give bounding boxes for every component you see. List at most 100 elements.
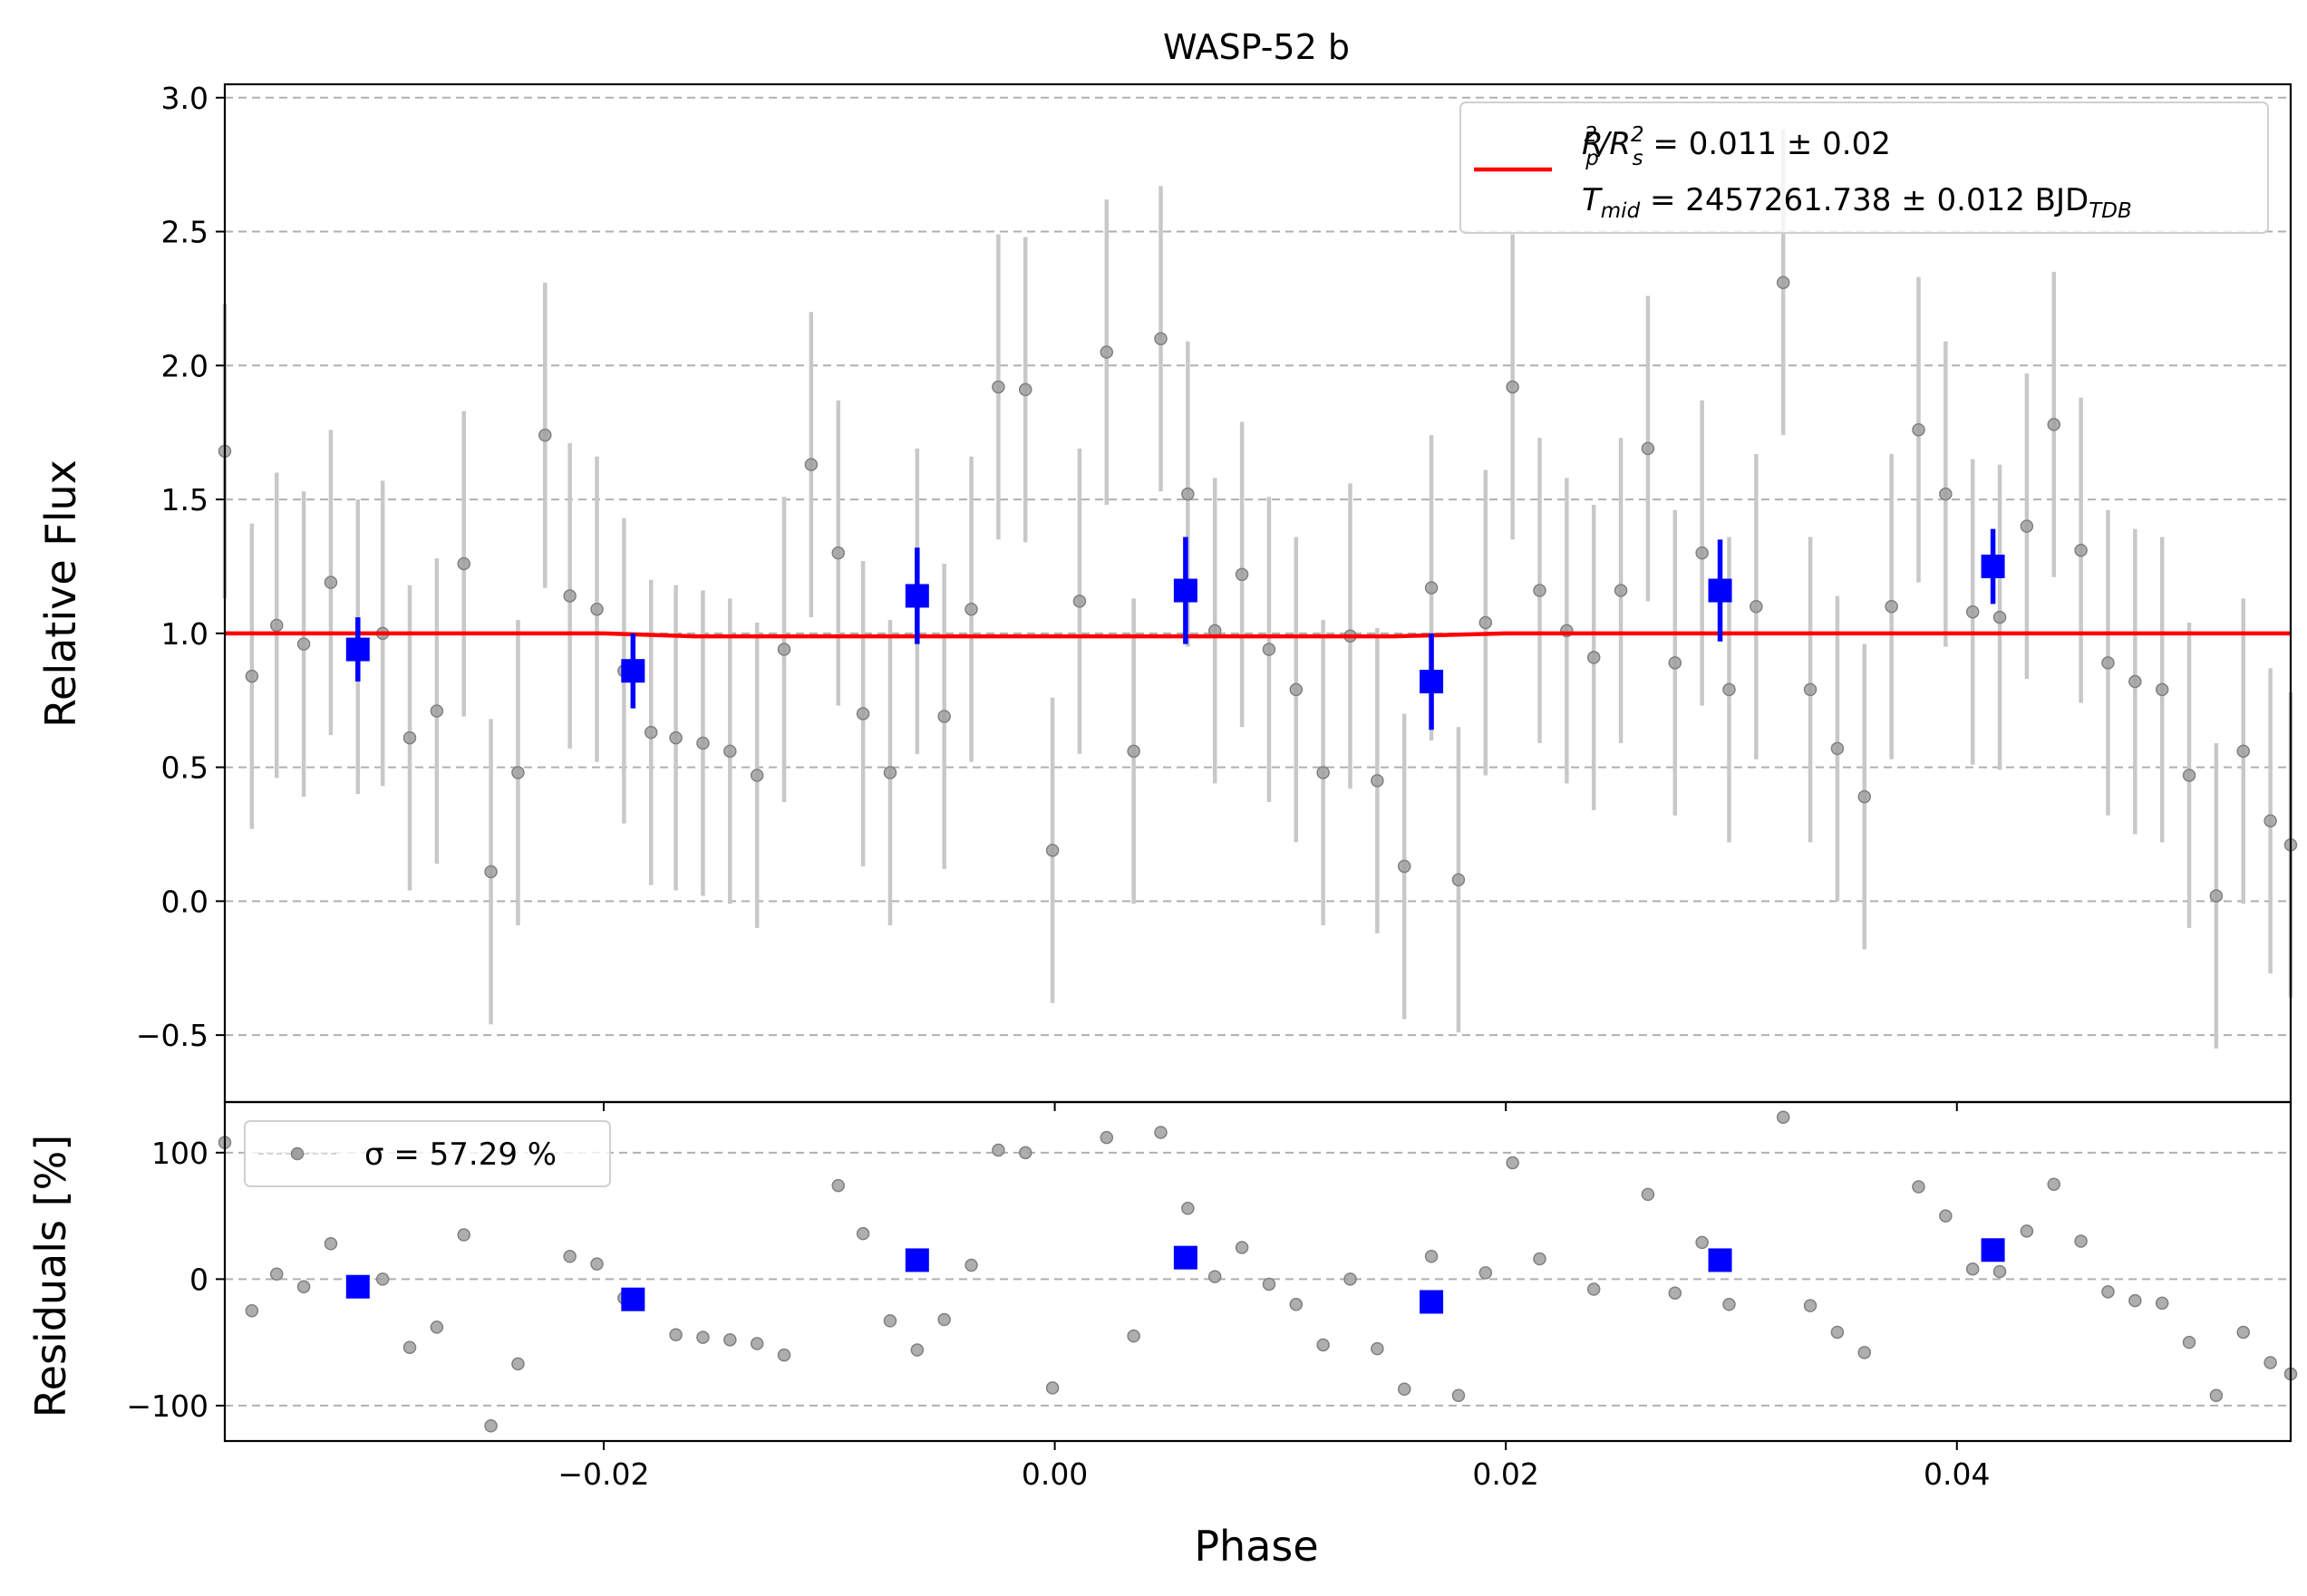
flux-legend: R2 p/R2 s = 0.011 ± 0.02 Tmid = 2457261.73… xyxy=(1459,102,2269,234)
residuals-point xyxy=(2047,1177,2061,1191)
residuals-point xyxy=(1668,1286,1682,1300)
flux-panel: −0.50.00.51.01.52.02.53.0 Relative Flux … xyxy=(36,81,2298,1104)
flux-point xyxy=(1992,610,2007,624)
legend-rs-sub: s xyxy=(1633,147,1643,170)
flux-point xyxy=(269,618,284,633)
flux-binned-marker xyxy=(1981,554,2005,578)
flux-point xyxy=(669,730,683,745)
residuals-point xyxy=(1181,1201,1195,1215)
flux-point xyxy=(1803,682,1817,697)
flux-point xyxy=(538,428,552,442)
flux-point xyxy=(1397,859,1411,874)
flux-binned-points xyxy=(345,528,2005,730)
legend-t-symbol: T xyxy=(1582,182,1603,218)
flux-point xyxy=(1912,422,1925,437)
residuals-point xyxy=(1289,1298,1304,1311)
residuals-point xyxy=(2182,1335,2196,1349)
flux-binned-marker xyxy=(905,584,929,608)
residuals-y-axis-label: Residuals [%] xyxy=(26,1135,75,1417)
flux-point xyxy=(590,602,604,616)
flux-point xyxy=(1668,656,1682,670)
residuals-point xyxy=(1235,1241,1249,1254)
flux-point xyxy=(563,589,577,603)
flux-point xyxy=(430,704,444,718)
residuals-binned-points xyxy=(345,1238,2005,1314)
residuals-point xyxy=(723,1333,737,1347)
residuals-axes-frame xyxy=(223,1100,2292,1443)
flux-y-tick-label: 0.5 xyxy=(161,750,208,786)
residuals-point xyxy=(831,1178,845,1193)
flux-point xyxy=(1181,487,1195,501)
flux-point xyxy=(296,637,311,651)
flux-y-tick-label: 2.0 xyxy=(161,348,208,383)
residuals-point xyxy=(484,1419,498,1433)
residuals-point xyxy=(1857,1346,1872,1359)
residuals-point xyxy=(910,1343,925,1357)
residuals-point xyxy=(2128,1293,2142,1308)
legend-rp-symbol: R xyxy=(1582,126,1604,162)
flux-legend-box xyxy=(1459,102,2269,234)
flux-point xyxy=(883,766,897,779)
flux-y-tick-label: −0.5 xyxy=(136,1018,208,1053)
flux-point xyxy=(696,736,710,750)
residuals-point xyxy=(563,1250,577,1263)
residuals-point xyxy=(1045,1381,1060,1395)
residuals-point xyxy=(1992,1264,2007,1279)
flux-point xyxy=(964,602,978,616)
flux-point xyxy=(1614,584,1628,597)
residuals-point xyxy=(1965,1262,1980,1276)
residuals-point xyxy=(1154,1126,1168,1139)
residuals-point xyxy=(1478,1266,1493,1280)
flux-y-tick-label: 0.0 xyxy=(161,884,208,919)
residuals-point xyxy=(1586,1282,1601,1296)
residuals-point xyxy=(430,1320,444,1334)
flux-point xyxy=(2101,656,2115,670)
flux-point xyxy=(1965,605,1980,619)
legend-rp-value: = 0.011 ± 0.02 xyxy=(1643,126,1891,162)
flux-point xyxy=(2236,744,2251,759)
residuals-point xyxy=(992,1143,1005,1157)
flux-binned-marker xyxy=(1173,578,1197,603)
x-tick-label: 0.00 xyxy=(1022,1456,1088,1492)
flux-point xyxy=(1478,615,1493,630)
residuals-point xyxy=(1506,1156,1519,1170)
flux-point xyxy=(2128,674,2142,689)
residuals-point xyxy=(696,1330,710,1344)
flux-point xyxy=(856,707,870,721)
residuals-point xyxy=(1207,1270,1222,1283)
legend-radius-ratio: R2 p/R2 s = 0.011 ± 0.02 xyxy=(1582,123,1891,170)
flux-point xyxy=(804,458,819,471)
flux-point xyxy=(324,576,338,589)
residuals-point xyxy=(324,1237,338,1251)
flux-point xyxy=(245,669,259,683)
legend-rs-sup: 2 xyxy=(1631,123,1644,147)
flux-point xyxy=(831,546,845,560)
residuals-point xyxy=(750,1337,764,1350)
flux-point xyxy=(1830,741,1845,756)
flux-y-tick-label: 3.0 xyxy=(161,81,208,116)
flux-point xyxy=(1533,584,1546,597)
flux-binned-marker xyxy=(345,637,370,662)
x-ticks: −0.02 0.00 0.02 0.04 xyxy=(557,1102,1991,1492)
residuals-point xyxy=(964,1258,978,1272)
residuals-point xyxy=(2263,1356,2277,1369)
residuals-point xyxy=(669,1328,683,1342)
flux-point xyxy=(777,643,791,656)
residuals-legend-box xyxy=(244,1120,611,1187)
flux-y-tick-label: 2.5 xyxy=(161,215,208,250)
legend-mid-time: Tmid = 2457261.738 ± 0.012 BJDTDB xyxy=(1582,182,2132,223)
residuals-points xyxy=(218,1110,2298,1433)
residuals-point xyxy=(2155,1296,2169,1311)
residuals-point xyxy=(457,1228,470,1242)
flux-point xyxy=(1262,643,1276,656)
residuals-point xyxy=(375,1272,390,1286)
flux-point xyxy=(1154,332,1168,345)
flux-point xyxy=(1018,382,1032,397)
residuals-point xyxy=(1371,1341,1384,1356)
flux-point xyxy=(1857,789,1872,804)
flux-point xyxy=(1586,651,1601,664)
flux-point xyxy=(2182,769,2196,782)
flux-point xyxy=(2047,418,2061,431)
residuals-point xyxy=(296,1280,311,1293)
flux-point xyxy=(1506,380,1519,394)
